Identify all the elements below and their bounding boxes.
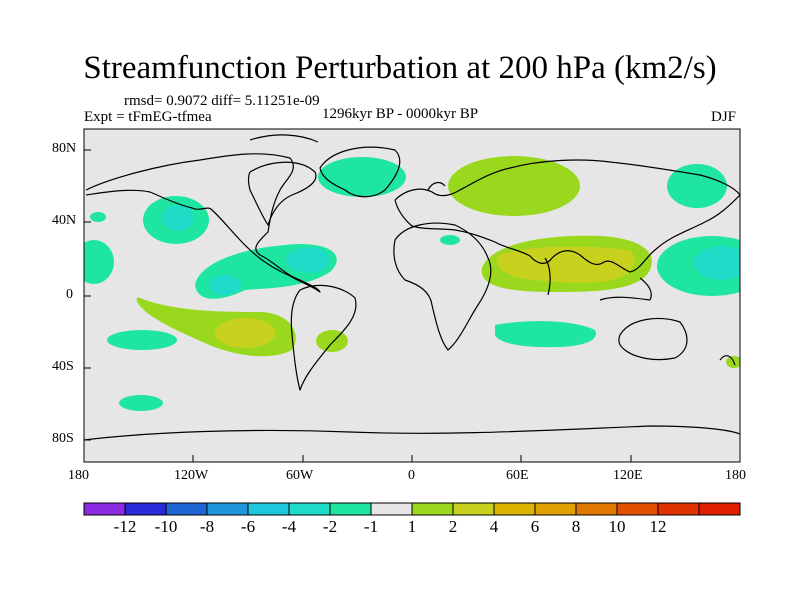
colorbar-label: -12 (113, 517, 137, 536)
anomaly-blob-eurasia (448, 156, 580, 216)
period-label: 1296kyr BP - 0000kyr BP (322, 106, 479, 122)
coastlines (84, 134, 740, 441)
anomaly-core-caribbean (286, 247, 330, 273)
anomaly-blob-southatlantic (316, 330, 348, 352)
colorbar-label: -8 (199, 517, 215, 536)
x-tick-label: 180 (725, 468, 746, 483)
colorbar-swatch (698, 502, 741, 516)
x-tick-label: 120W (174, 468, 209, 483)
anomaly-dot-africa (440, 235, 460, 245)
colorbar-label: -1 (363, 517, 379, 536)
colorbar-swatch (493, 502, 536, 516)
anomaly-dot-dateline (90, 212, 106, 222)
colorbar-swatch (370, 502, 413, 516)
colorbar-swatch (247, 502, 290, 516)
experiment-label: Expt = tFmEG-tfmea (84, 109, 212, 125)
colorbar-swatch (575, 502, 618, 516)
anomaly-core-wpacific (694, 246, 740, 280)
colorbar-label: 12 (649, 517, 667, 536)
anomaly-fields (84, 156, 740, 411)
anomaly-blob-greenland (318, 157, 406, 197)
anomaly-blob-spacific-west (107, 330, 177, 350)
anomaly-blob-indianocean (495, 321, 596, 348)
colorbar-label: -10 (154, 517, 178, 536)
y-tick-label: 80N (52, 141, 77, 156)
colorbar-swatch (83, 502, 126, 516)
colorbar-swatch (124, 502, 167, 516)
colorbar-label: 2 (448, 517, 458, 536)
colorbar-label: 10 (608, 517, 626, 536)
x-tick-label: 60W (286, 468, 314, 483)
stats-text: rmsd= 0.9072 diff= 5.11251e-09 (124, 93, 320, 109)
colorbar-label: -2 (322, 517, 338, 536)
colorbar-swatch (452, 502, 495, 516)
colorbar-swatch (534, 502, 577, 516)
colorbar-label: 1 (407, 517, 417, 536)
colorbar-swatch (329, 502, 372, 516)
x-tick-label: 180 (68, 468, 89, 483)
y-tick-label: 40S (52, 359, 74, 374)
x-tick-label: 0 (408, 468, 415, 483)
anomaly-core-epacific (209, 275, 241, 295)
colorbar-swatch (411, 502, 454, 516)
y-tick-label: 40N (52, 213, 77, 228)
anomaly-blob-dateline (84, 240, 114, 284)
y-tick-label: 80S (52, 431, 74, 446)
colorbar-swatch (616, 502, 659, 516)
anomaly-core-southasia (496, 246, 635, 283)
map-background (84, 129, 740, 462)
colorbar-swatch (657, 502, 700, 516)
colorbar-label: -6 (240, 517, 256, 536)
colorbar (83, 502, 741, 516)
colorbar-label: 6 (530, 517, 540, 536)
anomaly-blob-kamchatka (667, 164, 727, 208)
colorbar-swatch (206, 502, 249, 516)
x-tick-label: 120E (613, 468, 643, 483)
x-tick-label: 60E (506, 468, 529, 483)
anomaly-core-npacific (162, 205, 194, 231)
anomaly-dot-newzealand (726, 356, 740, 368)
colorbar-label: 4 (489, 517, 499, 536)
colorbar-label: -4 (281, 517, 297, 536)
y-tick-label: 0 (66, 287, 73, 302)
chart-title: Streamfunction Perturbation at 200 hPa (… (83, 50, 717, 86)
colorbar-swatch (165, 502, 208, 516)
season-label: DJF (711, 109, 737, 125)
anomaly-blob-southern (119, 395, 163, 411)
axis-ticks (83, 149, 741, 462)
anomaly-core-spacific (215, 318, 275, 348)
colorbar-swatch (288, 502, 331, 516)
colorbar-label: 8 (571, 517, 581, 536)
